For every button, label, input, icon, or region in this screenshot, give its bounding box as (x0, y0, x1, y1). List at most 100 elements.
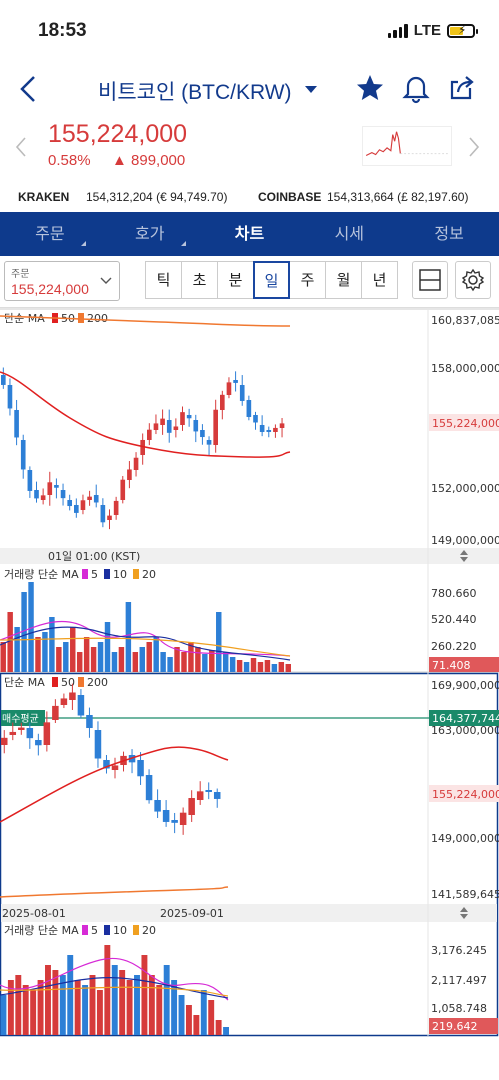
period-minute[interactable]: 분 (217, 261, 254, 299)
volume-bar (97, 642, 104, 672)
vol-ma5-line (0, 620, 291, 657)
volume-axis-top: 780.660 520.440 260.220 71.408 (429, 587, 499, 672)
volume-bar (208, 1000, 215, 1035)
volume-bar (35, 637, 41, 672)
volume-bar (7, 612, 13, 672)
page-title[interactable]: 비트코인 (BTC/KRW) (98, 81, 292, 104)
ma5-swatch (82, 569, 88, 579)
candle (77, 695, 85, 716)
y-tick: 141,589,645 (431, 888, 499, 901)
kraken-value: 154,312,204 (€ 94,749.70) (86, 190, 228, 204)
current-price-tag (429, 785, 499, 802)
candle (128, 755, 136, 763)
price-legend-top: 단순 MA 50 200 (4, 312, 108, 325)
period-month[interactable]: 월 (325, 261, 362, 299)
candle (266, 430, 272, 432)
candle (9, 731, 17, 735)
price-summary: 155,224,000 0.58% ▲ 899,000 (0, 118, 499, 176)
volume-bar (171, 980, 178, 1035)
volume-bar (49, 617, 55, 672)
tab-market[interactable]: 시세 (334, 224, 365, 243)
volume-bar (141, 955, 148, 1035)
exchange-prices: KRAKEN 154,312,204 (€ 94,749.70) COINBAS… (0, 180, 499, 212)
candle (147, 429, 152, 440)
volume-bar (96, 990, 103, 1035)
period-second[interactable]: 초 (181, 261, 218, 299)
volume-bar (215, 1020, 222, 1035)
price-candles-bottom (1, 683, 221, 835)
vol-ma5-line (0, 957, 229, 1001)
candle (60, 490, 66, 499)
volume-bar (70, 627, 76, 672)
prev-arrow-icon[interactable] (14, 136, 28, 158)
layout-split-button[interactable] (412, 261, 448, 299)
star-icon[interactable] (354, 72, 386, 104)
share-icon[interactable] (446, 72, 478, 104)
ma50-swatch (52, 677, 58, 687)
volume-axis-bottom: 3,176.245 2,117.497 1,058.748 219.642 (429, 944, 498, 1034)
volume-bar (59, 975, 66, 1035)
battery-icon: ⚡ (447, 23, 478, 38)
resize-handle-icon[interactable] (460, 550, 468, 562)
split-layout-icon (419, 269, 441, 291)
candle (87, 496, 92, 500)
back-icon[interactable] (14, 72, 44, 106)
chart-settings-button[interactable] (455, 261, 491, 299)
candle (239, 385, 245, 401)
candle (1, 375, 6, 385)
candle (205, 790, 212, 792)
current-price-tag-text: 155,224,000 (432, 417, 499, 430)
period-week[interactable]: 주 (289, 261, 326, 299)
tab-orderbook[interactable]: 호가 (100, 212, 200, 256)
legend-ma-label: 단순 MA (4, 676, 45, 689)
volume-bar (285, 664, 291, 672)
candle (220, 394, 225, 410)
volume-bar (148, 975, 155, 1035)
volume-bars-top (0, 582, 291, 672)
period-tick[interactable]: 틱 (145, 261, 182, 299)
current-volume-tag (429, 657, 499, 672)
candle (137, 760, 144, 777)
candle (154, 800, 161, 812)
volume-bar (0, 995, 7, 1035)
chevron-down-icon[interactable] (305, 86, 317, 93)
volume-bar (278, 662, 285, 672)
ma200-swatch (78, 677, 84, 687)
order-select[interactable]: 주문 155,224,000 (4, 261, 120, 301)
volume-bar (42, 632, 48, 672)
next-arrow-icon[interactable] (467, 136, 481, 158)
volume-bar (200, 990, 207, 1035)
candle (94, 730, 102, 759)
y-tick: 158,000,000 (431, 362, 499, 375)
avg-buy-value: 164,377,744 (432, 712, 499, 725)
volume-bar (52, 970, 59, 1035)
candle (127, 469, 132, 480)
volume-bar (236, 660, 243, 672)
legend-ma20: 20 (142, 924, 156, 937)
status-bar: 18:53 LTE ⚡ (0, 0, 499, 62)
sparkline-chart[interactable] (362, 126, 452, 166)
candle (1, 737, 8, 745)
ma200-line (0, 315, 291, 327)
change-percent: 0.58% (48, 152, 91, 169)
resize-handle-icon[interactable] (460, 907, 468, 919)
y-tick: 149,000,000 (431, 832, 499, 845)
candle (233, 380, 238, 383)
y-tick: 163,000,000 (431, 724, 499, 737)
vol-ma10-line (0, 977, 229, 999)
tab-order[interactable]: 주문 (0, 212, 100, 256)
candle (14, 410, 19, 438)
candle (200, 430, 205, 438)
current-volume-tag (429, 1018, 498, 1034)
volume-bar (28, 582, 34, 672)
ma50-line (0, 746, 229, 823)
period-year[interactable]: 년 (361, 261, 398, 299)
tab-chart[interactable]: 차트 (234, 224, 265, 243)
period-day[interactable]: 일 (253, 261, 290, 299)
volume-bar (209, 650, 215, 672)
period-selector: 틱 초 분 일 주 월 년 (145, 261, 398, 299)
bell-icon[interactable] (400, 72, 432, 104)
volume-bar (89, 975, 96, 1035)
tab-info[interactable]: 정보 (434, 224, 464, 243)
candle (20, 440, 26, 470)
